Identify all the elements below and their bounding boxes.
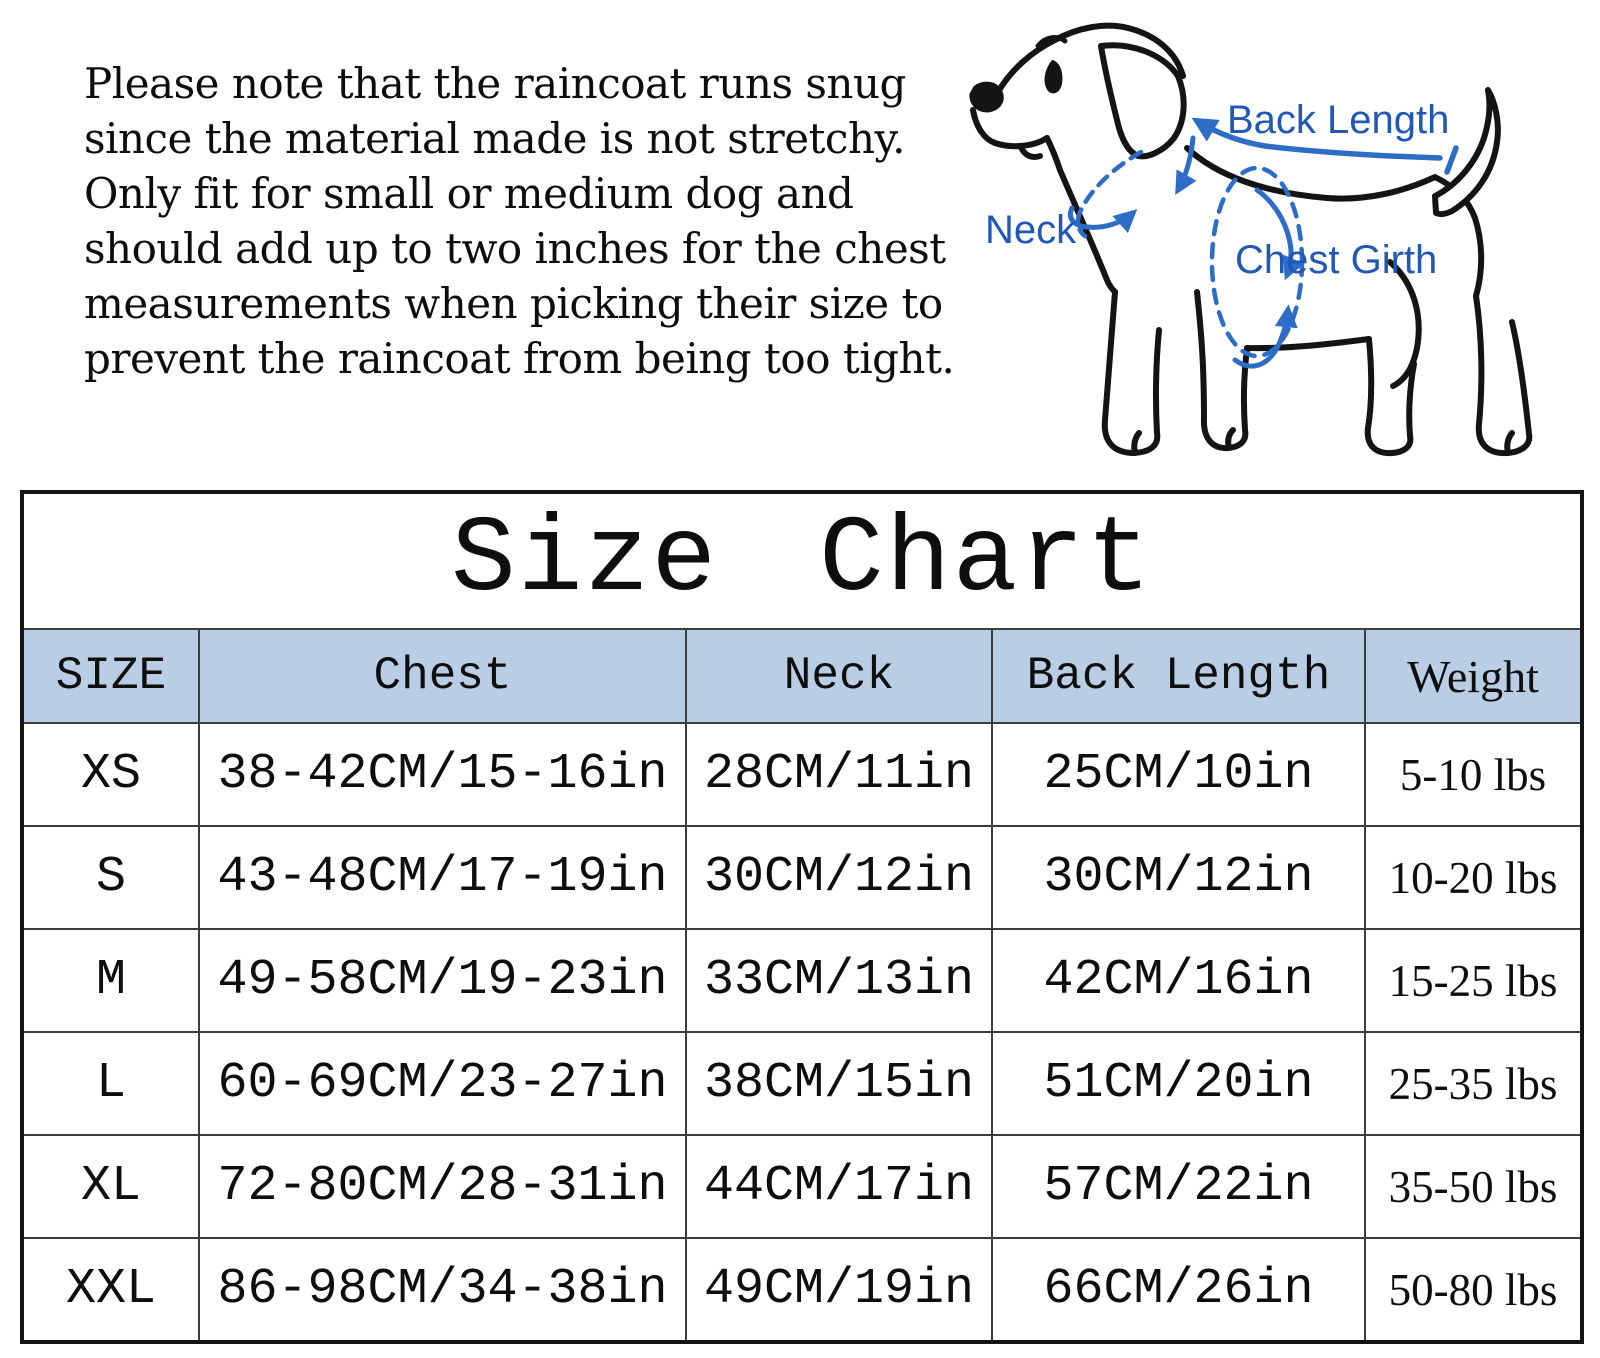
neck-cell: 30CM/12in — [685, 825, 993, 930]
weight-cell: 35-50 lbs — [1363, 1134, 1584, 1239]
table-row-xxl: XXL 86-98CM/34-38in 49CM/19in 66CM/26in … — [21, 1237, 1584, 1343]
note-line: Please note that the raincoat runs snug — [84, 59, 906, 108]
measurement-marks — [1067, 117, 1459, 369]
neck-cell: 33CM/13in — [685, 928, 993, 1033]
size-cell: M — [21, 928, 200, 1033]
note-line: should add up to two inches for the ches… — [84, 224, 946, 273]
dog-eye — [1044, 60, 1063, 94]
note-line: since the material made is not stretchy. — [84, 114, 906, 163]
dog-measurement-diagram: Back Length Neck Chest Girth — [935, 0, 1600, 482]
dog-illustration: Back Length Neck Chest Girth — [969, 22, 1533, 457]
dog-outline — [970, 22, 1533, 457]
weight-cell: 50-80 lbs — [1363, 1237, 1584, 1343]
col-header-neck: Neck — [685, 628, 993, 724]
weight-cell: 10-20 lbs — [1363, 825, 1584, 930]
note-line: Only fit for small or medium dog and — [84, 169, 854, 218]
table-row-xl: XL 72-80CM/28-31in 44CM/17in 57CM/22in 3… — [21, 1134, 1584, 1239]
weight-cell: 25-35 lbs — [1363, 1031, 1584, 1136]
fit-note-paragraph: Please note that the raincoat runs snug … — [84, 56, 955, 386]
back-length-cell: 25CM/10in — [991, 722, 1366, 827]
dog-nose — [969, 81, 1004, 113]
back-length-cell: 42CM/16in — [991, 928, 1366, 1033]
neck-cell: 38CM/15in — [685, 1031, 993, 1136]
back-length-cell: 57CM/22in — [991, 1134, 1366, 1239]
dog-ear — [1098, 42, 1187, 160]
col-header-size: SIZE — [21, 628, 200, 724]
back-length-cell: 66CM/26in — [991, 1237, 1366, 1343]
chest-cell: 49-58CM/19-23in — [198, 928, 687, 1033]
chest-cell: 86-98CM/34-38in — [198, 1237, 687, 1343]
table-title-row: Size Chart — [20, 491, 1584, 630]
table-header-row: SIZE Chest Neck Back Length Weight — [21, 628, 1584, 724]
size-cell: L — [21, 1031, 200, 1136]
weight-cell: 15-25 lbs — [1363, 928, 1584, 1033]
weight-cell: 5-10 lbs — [1363, 722, 1584, 827]
size-cell: S — [21, 825, 200, 930]
dog-tail — [1432, 87, 1501, 218]
note-line: prevent the raincoat from being too tigh… — [84, 334, 955, 383]
chest-cell: 60-69CM/23-27in — [198, 1031, 687, 1136]
neck-cell: 49CM/19in — [685, 1237, 993, 1343]
neck-cell: 44CM/17in — [685, 1134, 993, 1239]
note-line: measurements when picking their size to — [84, 279, 943, 328]
size-chart-table: Size Chart SIZE Chest Neck Back Length W… — [20, 490, 1585, 1344]
col-header-back-length: Back Length — [991, 628, 1366, 724]
chest-cell: 38-42CM/15-16in — [198, 722, 687, 827]
back-length-label: Back Length — [1227, 98, 1449, 142]
col-header-weight: Weight — [1363, 628, 1584, 724]
table-row-m: M 49-58CM/19-23in 33CM/13in 42CM/16in 15… — [21, 928, 1584, 1033]
chest-cell: 72-80CM/28-31in — [198, 1134, 687, 1239]
back-length-cell: 30CM/12in — [991, 825, 1366, 930]
size-cell: XL — [21, 1134, 200, 1239]
chest-cell: 43-48CM/17-19in — [198, 825, 687, 930]
neck-cell: 28CM/11in — [685, 722, 993, 827]
size-cell: XXL — [21, 1237, 200, 1343]
chest-girth-label: Chest Girth — [1235, 238, 1437, 282]
neck-label: Neck — [985, 208, 1077, 252]
size-cell: XS — [21, 722, 200, 827]
table-title: Size Chart — [20, 491, 1584, 630]
table-row-xs: XS 38-42CM/15-16in 28CM/11in 25CM/10in 5… — [21, 722, 1584, 827]
back-length-cell: 51CM/20in — [991, 1031, 1366, 1136]
col-header-chest: Chest — [198, 628, 687, 724]
table-row-l: L 60-69CM/23-27in 38CM/15in 51CM/20in 25… — [21, 1031, 1584, 1136]
table-row-s: S 43-48CM/17-19in 30CM/12in 30CM/12in 10… — [21, 825, 1584, 930]
